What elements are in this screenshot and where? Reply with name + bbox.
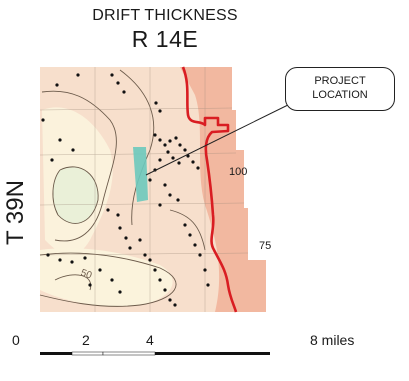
contour-line <box>41 90 117 242</box>
contour-line <box>54 274 92 291</box>
thick-drift-zone <box>180 67 266 312</box>
project-location-callout: PROJECT LOCATION <box>285 67 395 111</box>
contour-line <box>169 209 206 251</box>
thin-drift-area <box>52 166 99 224</box>
contour-label-50: 50 <box>79 267 94 281</box>
contour-label-100: 100 <box>229 166 248 178</box>
callout-line-2: LOCATION <box>312 89 368 101</box>
scale-segment <box>102 351 156 356</box>
scale-segment <box>71 351 104 356</box>
scale-tick-0: 0 <box>12 332 20 348</box>
scale-tick-8: 8 miles <box>310 332 355 348</box>
scale-tick-2: 2 <box>82 332 90 348</box>
callout-line-1: PROJECT <box>314 75 366 87</box>
contour-label-75: 75 <box>259 240 272 252</box>
contour-line <box>52 166 99 224</box>
lake-margin-line <box>181 66 238 313</box>
project-area <box>133 147 148 202</box>
well-points <box>41 73 210 307</box>
callout-leader <box>145 102 293 176</box>
scale-segment <box>40 352 72 355</box>
scale-segment <box>155 352 270 355</box>
scale-tick-4: 4 <box>146 332 154 348</box>
range-label: R 14E <box>131 26 199 52</box>
scale-bar <box>40 351 270 356</box>
map-title: DRIFT THICKNESS <box>92 7 238 24</box>
